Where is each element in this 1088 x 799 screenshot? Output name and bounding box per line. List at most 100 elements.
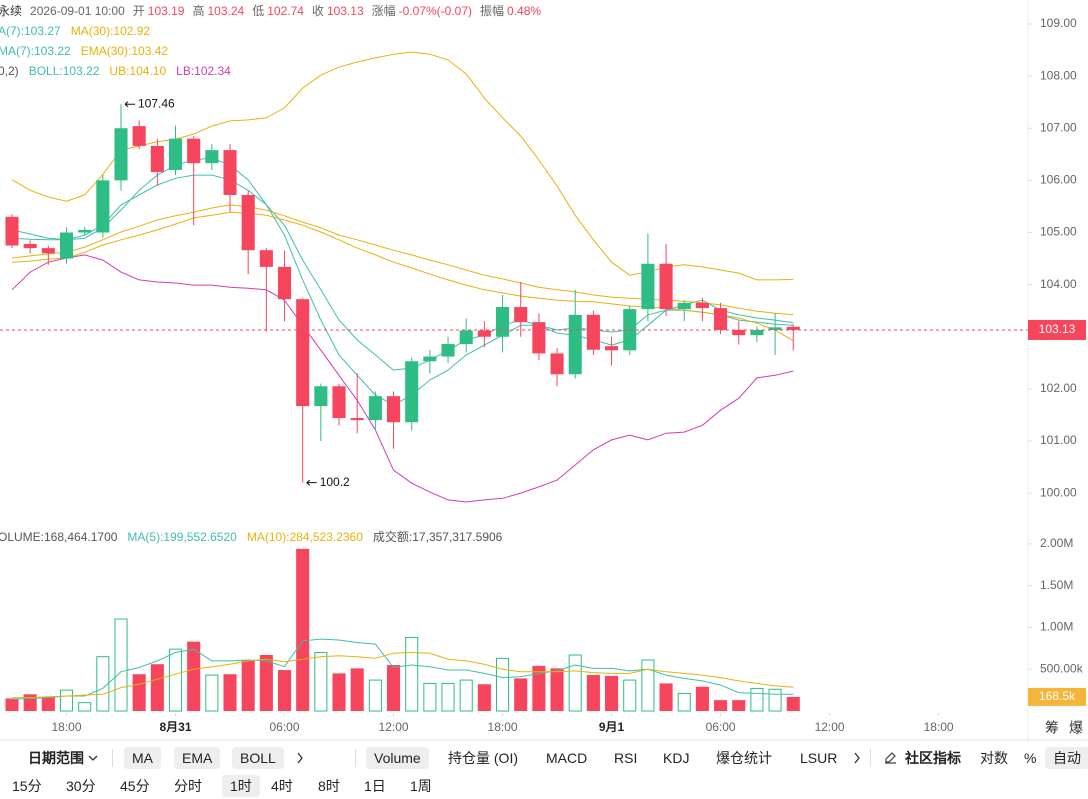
side-button[interactable]: 筹 xyxy=(1045,720,1059,736)
volume-ma-line xyxy=(11,638,794,700)
legend-text: 永续 xyxy=(0,4,22,18)
candle-body xyxy=(168,138,183,170)
x-tick-label: 12:00 xyxy=(379,720,409,734)
volume-bar xyxy=(750,687,764,712)
volume-bar xyxy=(277,670,292,711)
volume-bar xyxy=(550,668,564,711)
volume-bar xyxy=(332,673,346,711)
indicator-button[interactable]: LSUR xyxy=(800,750,838,766)
volume-bar xyxy=(605,675,619,711)
candle-body xyxy=(714,308,728,330)
y-tick-label: 2.00M xyxy=(1040,536,1073,550)
indicator-button[interactable]: RSI xyxy=(614,750,638,766)
candle-body xyxy=(423,356,437,362)
legend-text: 低 xyxy=(252,4,264,18)
volume-bar xyxy=(659,683,673,711)
volume-bar xyxy=(386,665,401,711)
indicator-button[interactable]: 爆仓统计 xyxy=(716,750,772,766)
legend-text: MA(5):199,552.6520 xyxy=(127,530,237,544)
y-tick-label: 106.00 xyxy=(1040,173,1077,187)
volume-bar xyxy=(496,657,510,712)
candle-body xyxy=(150,145,164,173)
legend-text: A(7):103.27 xyxy=(0,24,61,38)
candle-body xyxy=(132,126,146,146)
more-icon[interactable] xyxy=(853,752,861,764)
interval-button[interactable]: 15分 xyxy=(12,778,42,794)
candle-body xyxy=(641,263,655,310)
date-range[interactable]: 日期范围 xyxy=(28,750,84,766)
volume-bar xyxy=(168,648,183,712)
candle-body xyxy=(550,353,564,375)
indicator-line xyxy=(11,174,794,371)
legend-text: 102.74 xyxy=(267,4,304,18)
legend-text: 涨幅 xyxy=(372,3,396,18)
x-tick-label: 12:00 xyxy=(815,720,845,734)
volume-bar xyxy=(368,679,382,712)
interval-button[interactable]: 45分 xyxy=(120,778,150,794)
volume-bar xyxy=(514,678,528,711)
overlay-button[interactable]: EMA xyxy=(174,747,221,769)
legend-text: EMA(30):103.42 xyxy=(81,44,169,58)
volume-bar xyxy=(314,651,328,712)
volume-bar xyxy=(59,689,74,712)
overlay-button[interactable]: MA xyxy=(124,747,161,769)
candle-body xyxy=(41,248,55,254)
edit-icon[interactable] xyxy=(884,751,897,764)
volume-bar xyxy=(205,674,219,712)
separator xyxy=(112,749,113,767)
more-icon[interactable] xyxy=(296,752,304,764)
legend-text: 103.13 xyxy=(327,4,364,18)
volume-bar xyxy=(296,548,310,711)
candle-body xyxy=(586,314,600,350)
volume-bar xyxy=(350,668,364,711)
candle-body xyxy=(514,307,528,323)
y-tick-label: 108.00 xyxy=(1040,68,1077,82)
last-price-tag xyxy=(1028,319,1086,340)
volume-bar xyxy=(5,698,19,711)
indicator-button[interactable]: 持仓量 (OI) xyxy=(448,750,518,766)
legend-text: MA(30):102.92 xyxy=(71,24,151,38)
volume-bar xyxy=(586,675,600,711)
interval-button[interactable]: 4时 xyxy=(271,778,293,794)
y-tick-label: 100.00 xyxy=(1040,485,1077,499)
interval-button[interactable]: 8时 xyxy=(318,778,340,794)
legend-text: 振幅 xyxy=(480,3,504,18)
legend-text: MA(7):103.22 xyxy=(0,44,71,58)
interval-button[interactable]: 1日 xyxy=(364,778,386,794)
side-button[interactable]: 爆 xyxy=(1069,720,1083,736)
candle-body xyxy=(78,229,92,233)
candle-body xyxy=(223,150,237,195)
x-tick-label: 06:00 xyxy=(270,720,300,734)
legend-text: OLUME:168,464.1700 xyxy=(0,530,118,544)
candle-body xyxy=(241,194,255,251)
x-tick-label: 8月31 xyxy=(159,720,191,734)
volume-bar xyxy=(441,682,455,712)
legend-text: MA(10):284,523.2360 xyxy=(247,530,363,544)
legend-text: 高 xyxy=(192,3,204,18)
interval-button[interactable]: 1时 xyxy=(222,775,260,797)
volume-ma-line xyxy=(12,651,794,699)
legend-text: 2026-09-01 10:00 xyxy=(30,4,125,18)
interval-button[interactable]: 1周 xyxy=(410,778,432,794)
percent-toggle[interactable]: % xyxy=(1024,750,1037,766)
interval-button[interactable]: 分时 xyxy=(174,778,202,794)
candle-body xyxy=(750,329,764,336)
last-price-label: 103.13 xyxy=(1039,322,1076,336)
indicator-button[interactable]: MACD xyxy=(546,750,588,766)
y-tick-label: 500.00k xyxy=(1040,661,1084,675)
community-indicators[interactable]: 社区指标 xyxy=(905,750,961,766)
indicator-button[interactable]: Volume xyxy=(366,747,429,769)
volume-bar xyxy=(187,641,201,711)
annotation-arrow xyxy=(306,479,317,486)
interval-button[interactable]: 30分 xyxy=(66,778,96,794)
indicator-button[interactable]: KDJ xyxy=(663,750,690,766)
legend-text: 103.19 xyxy=(148,4,185,18)
overlay-button[interactable]: BOLL xyxy=(232,747,284,769)
x-tick-label: 18:00 xyxy=(51,720,81,734)
log-toggle[interactable]: 对数 xyxy=(980,750,1008,766)
candle-body xyxy=(350,418,364,421)
candle-body xyxy=(59,232,74,259)
x-tick-label: 06:00 xyxy=(706,720,736,734)
auto-toggle[interactable]: 自动 xyxy=(1045,747,1088,769)
dropdown-icon[interactable] xyxy=(88,754,98,762)
